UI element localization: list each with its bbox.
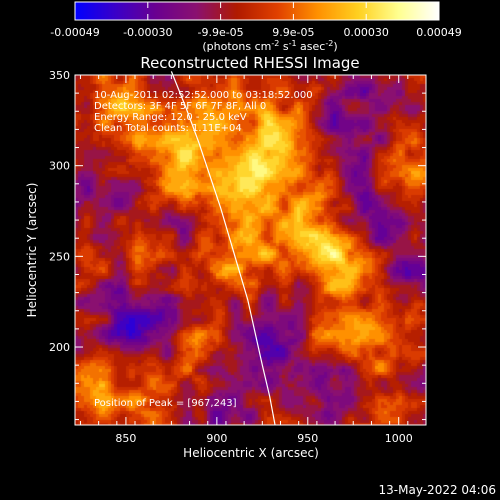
plot-area: 10-Aug-2011 02:52:52.000 to 03:18:52.000… — [49, 69, 427, 445]
colorbar: -0.00049 -0.00030 -9.9e-05 9.9e-05 0.00030 0.… — [50, 1, 462, 53]
info-line: Energy Range: 12.0 - 25.0 keV — [94, 112, 247, 123]
info-line: Detectors: 3F 4F 5F 6F 7F 8F, All 0 — [94, 101, 266, 112]
y-tick-label: 250 — [49, 250, 70, 263]
plot-frame — [74, 74, 427, 426]
colorbar-tick-label: 0.00049 — [416, 26, 462, 39]
colorbar-units-label: (photons cm-2 s-1 asec-2) — [202, 39, 337, 53]
y-axis-label: Heliocentric Y (arcsec) — [25, 183, 39, 318]
x-axis-label: Heliocentric X (arcsec) — [183, 446, 319, 460]
info-line: Clean Total counts: 1.11E+04 — [94, 123, 242, 134]
footer-date: 13-May-2022 04:06 — [379, 483, 496, 497]
info-text-block: 10-Aug-2011 02:52:52.000 to 03:18:52.000… — [94, 90, 313, 134]
y-tick-label: 300 — [49, 160, 70, 173]
colorbar-tick-label: -9.9e-05 — [197, 26, 243, 39]
colorbar-tick-label: -0.00030 — [123, 26, 172, 39]
y-tick-label: 350 — [49, 69, 70, 82]
colorbar-tick-label: 0.00030 — [343, 26, 389, 39]
chart-title: Reconstructed RHESSI Image — [140, 54, 359, 72]
solar-limb-line — [170, 71, 276, 426]
heatmap-image — [75, 75, 426, 425]
x-tick-label: 900 — [206, 432, 227, 445]
colorbar-tick-label: 9.9e-05 — [272, 26, 314, 39]
x-tick-label: 950 — [297, 432, 318, 445]
y-tick-label: 200 — [49, 341, 70, 354]
colorbar-frame — [74, 1, 440, 21]
x-tick-label: 1000 — [385, 432, 413, 445]
x-tick-label: 850 — [115, 432, 136, 445]
colorbar-strip — [75, 2, 439, 20]
peak-position-label: Position of Peak = [967,243] — [94, 398, 237, 409]
colorbar-tick-label: -0.00049 — [50, 26, 99, 39]
info-line: 10-Aug-2011 02:52:52.000 to 03:18:52.000 — [94, 90, 313, 101]
